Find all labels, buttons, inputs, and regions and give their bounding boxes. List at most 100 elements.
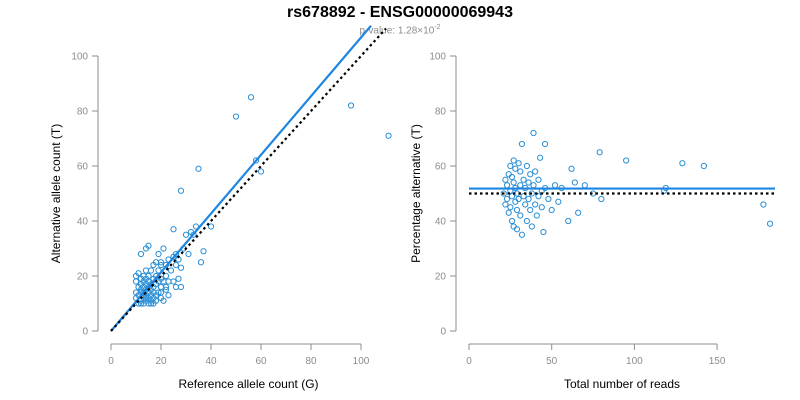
- data-point: [155, 289, 162, 296]
- data-point: [132, 278, 140, 285]
- x-axis-title: Reference allele count (G): [178, 377, 318, 391]
- data-point: [160, 245, 167, 252]
- data-point: [517, 168, 524, 175]
- data-point: [518, 140, 526, 148]
- data-point: [548, 206, 555, 214]
- data-point: [679, 160, 686, 167]
- p-value-exponent: -2: [434, 24, 441, 31]
- y-tick-label: 20: [435, 272, 447, 283]
- data-point: [162, 272, 170, 280]
- data-point: [162, 283, 170, 291]
- x-tick-label: 50: [546, 356, 558, 367]
- y-tick-label: 100: [429, 52, 446, 63]
- data-point: [568, 165, 575, 172]
- data-point: [145, 272, 152, 280]
- data-point: [165, 278, 172, 285]
- data-point: [175, 275, 182, 282]
- data-point: [185, 250, 192, 258]
- data-point: [508, 193, 516, 200]
- data-point: [145, 242, 152, 249]
- data-point: [541, 140, 549, 148]
- y-tick-label: 40: [435, 217, 447, 228]
- data-point: [510, 179, 517, 186]
- y-tick-label: 40: [77, 217, 89, 228]
- data-point: [257, 168, 265, 175]
- data-point: [170, 226, 177, 233]
- data-point: [505, 209, 512, 216]
- data-point: [195, 165, 202, 172]
- data-point: [252, 157, 260, 164]
- data-point: [513, 226, 521, 233]
- data-point: [766, 220, 774, 227]
- data-point: [182, 231, 190, 238]
- y-tick-label: 100: [71, 52, 88, 63]
- data-point: [555, 198, 562, 205]
- data-point: [512, 165, 519, 172]
- x-tick-label: 60: [255, 356, 267, 367]
- data-point: [520, 193, 527, 200]
- data-point: [513, 206, 521, 214]
- data-point: [545, 195, 552, 203]
- data-point: [167, 267, 175, 274]
- data-point: [510, 223, 517, 230]
- data-point: [142, 294, 150, 302]
- data-point: [502, 176, 509, 183]
- x-tick-label: 40: [205, 356, 217, 367]
- data-point: [135, 270, 142, 277]
- x-tick-label: 100: [626, 356, 643, 367]
- data-point: [520, 176, 527, 183]
- data-point: [500, 190, 507, 197]
- data-point: [623, 157, 630, 164]
- data-point: [760, 201, 767, 208]
- data-point: [527, 206, 534, 214]
- data-point: [197, 259, 205, 266]
- fit-line: [110, 25, 372, 332]
- data-point: [510, 157, 517, 164]
- data-point: [232, 113, 240, 120]
- x-tick-label: 100: [353, 356, 370, 367]
- p-value-subtitle: p-value: 1.28×10-2: [0, 24, 800, 36]
- data-point: [165, 292, 172, 299]
- data-point: [505, 171, 512, 178]
- data-point: [528, 223, 535, 230]
- y-tick-label: 60: [77, 162, 89, 173]
- data-point: [177, 264, 185, 271]
- x-axis-title: Total number of reads: [564, 377, 680, 391]
- y-tick-label: 20: [77, 272, 89, 283]
- data-point: [157, 289, 165, 296]
- reference-line: [110, 27, 387, 332]
- data-point: [517, 212, 524, 219]
- data-point: [525, 195, 532, 203]
- data-point: [190, 231, 197, 238]
- p-value-text: p-value: 1.28×10: [359, 25, 435, 37]
- data-point: [535, 176, 542, 183]
- data-point: [157, 259, 165, 266]
- data-point: [172, 261, 180, 269]
- data-point: [532, 201, 539, 208]
- page-title: rs678892 - ENSG00000069943: [287, 4, 513, 21]
- data-point: [385, 132, 392, 139]
- data-point: [540, 228, 547, 236]
- data-point: [538, 204, 545, 211]
- y-tick-label: 80: [435, 107, 447, 118]
- data-point: [155, 250, 162, 258]
- data-point: [503, 182, 511, 189]
- x-tick-label: 80: [305, 356, 317, 367]
- y-tick-label: 80: [77, 107, 89, 118]
- data-point: [160, 297, 167, 304]
- data-point: [503, 195, 511, 203]
- data-point: [517, 182, 524, 189]
- data-point: [152, 297, 160, 304]
- data-point: [170, 278, 177, 285]
- data-point: [515, 195, 522, 203]
- data-point: [581, 182, 588, 189]
- data-point: [507, 204, 514, 211]
- data-point: [551, 182, 559, 189]
- x-tick-label: 0: [466, 356, 472, 367]
- x-tick-label: 150: [709, 356, 726, 367]
- data-point: [347, 102, 355, 109]
- x-tick-label: 20: [155, 356, 167, 367]
- data-point: [518, 231, 526, 238]
- data-point: [172, 250, 180, 258]
